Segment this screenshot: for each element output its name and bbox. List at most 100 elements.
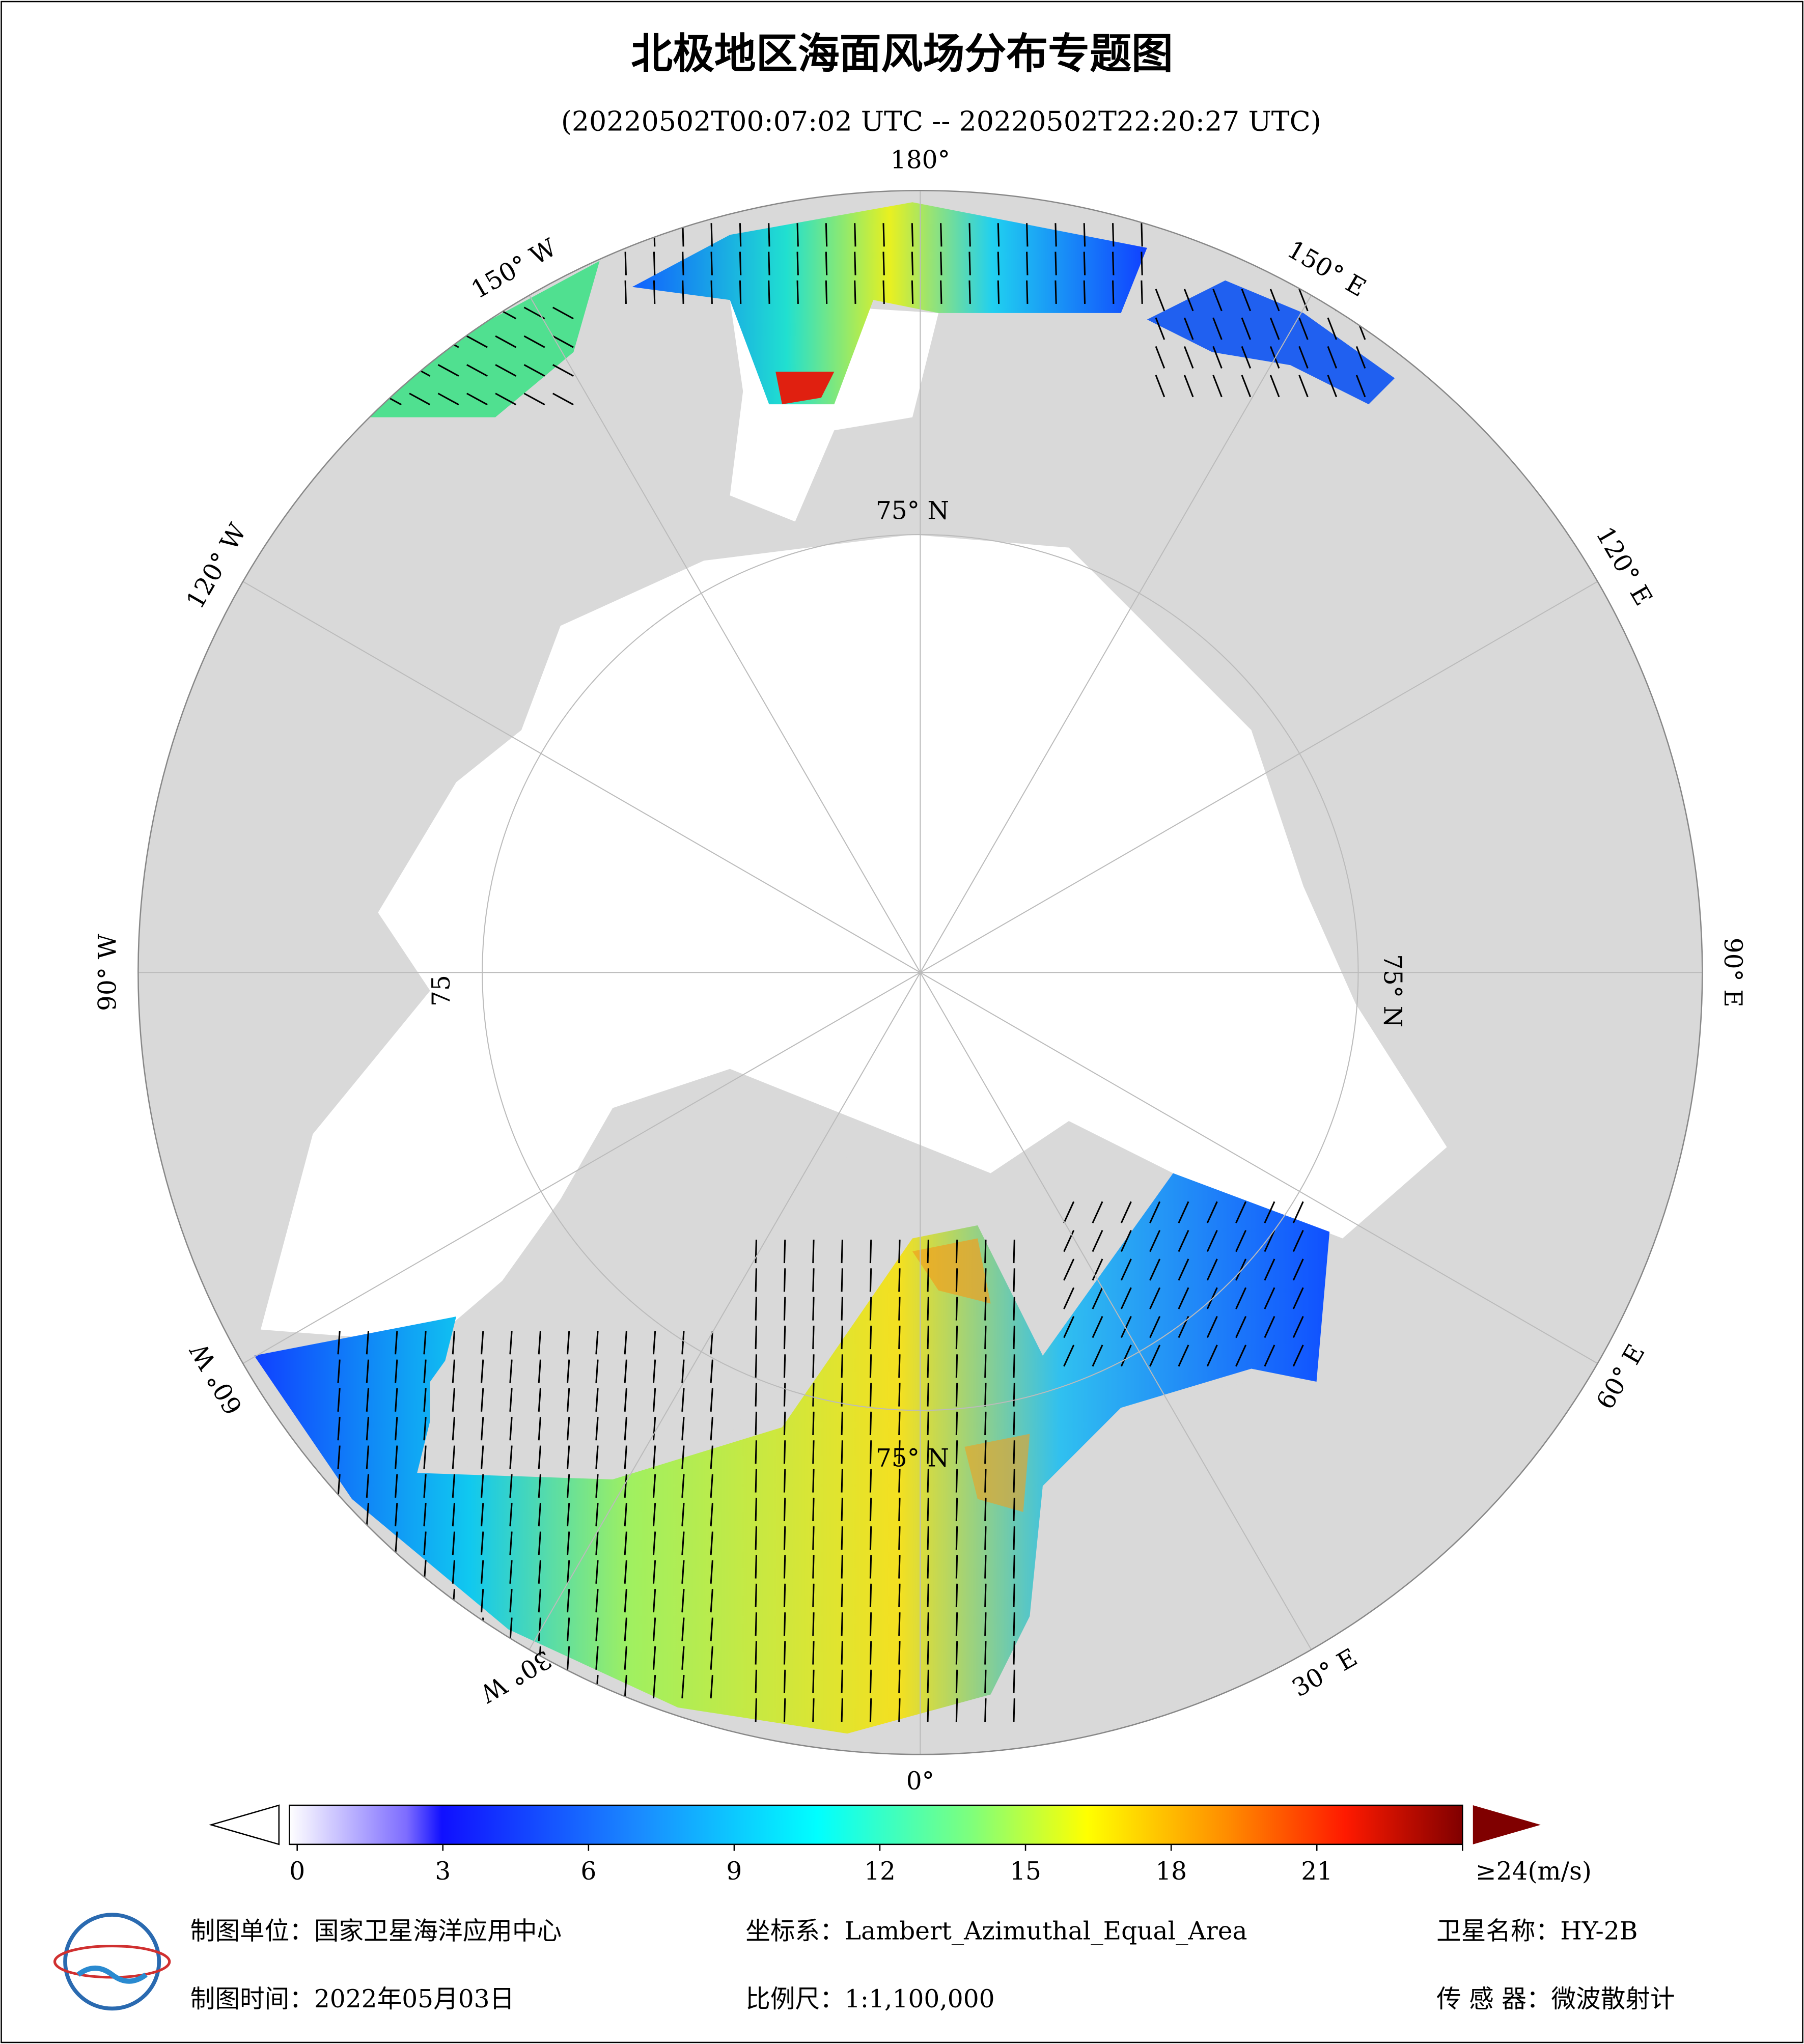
- wind-arrow: [624, 1445, 627, 1469]
- wind-arrow: [624, 1474, 627, 1498]
- wind-arrow: [681, 1388, 685, 1412]
- wind-arrow: [681, 1331, 685, 1355]
- wind-arrow: [595, 1474, 599, 1498]
- wind-arrow: [710, 1359, 713, 1383]
- wind-arrow: [595, 1359, 599, 1383]
- wind-arrow: [1264, 1201, 1275, 1223]
- wind-arrow: [710, 251, 713, 275]
- wind-arrow: [1155, 317, 1165, 340]
- wind-arrow: [869, 1612, 872, 1636]
- wind-arrow: [1026, 251, 1029, 275]
- footer-date: 制图时间：2022年05月03日: [190, 1985, 515, 2013]
- wind-arrow: [566, 1503, 570, 1527]
- wind-arrow: [812, 1612, 815, 1636]
- wind-arrow: [509, 1445, 513, 1469]
- wind-arrow: [710, 1560, 713, 1584]
- wind-arrow: [337, 1445, 341, 1469]
- wind-arrow: [869, 1383, 872, 1407]
- wind-arrow: [984, 1469, 987, 1493]
- graticule-line: [920, 972, 1312, 1650]
- wind-arrow: [681, 1445, 685, 1469]
- wind-arrow: [481, 1388, 484, 1412]
- wind-arrow: [595, 1331, 599, 1355]
- wind-arrow: [710, 1503, 713, 1527]
- wind-arrow: [423, 1331, 427, 1355]
- wind-arrow: [538, 1531, 541, 1555]
- wind-arrow: [783, 1583, 786, 1607]
- wind-arrow: [481, 1417, 484, 1441]
- graticule-line: [529, 972, 921, 1650]
- wind-arrow: [481, 1560, 484, 1584]
- wind-arrow: [955, 1641, 958, 1665]
- wind-arrow: [1155, 375, 1165, 398]
- wind-arrow: [984, 1583, 987, 1607]
- wind-arrow: [395, 1359, 398, 1383]
- wind-arrow: [812, 1354, 815, 1378]
- wind-arrow: [495, 335, 517, 348]
- wind-arrow: [955, 1526, 958, 1550]
- wind-arrow: [566, 1531, 570, 1555]
- wind-arrow: [710, 280, 713, 304]
- wind-arrow: [1327, 317, 1338, 340]
- wind-arrow: [337, 1417, 341, 1441]
- wind-arrow: [466, 393, 488, 406]
- graticule-line: [920, 295, 1312, 973]
- wind-arrow: [509, 1474, 513, 1498]
- footer-projection: 坐标系：Lambert_Azimuthal_Equal_Area: [745, 1917, 1247, 1946]
- wind-arrow: [783, 1698, 786, 1722]
- wind-arrow: [481, 1359, 484, 1383]
- wind-arrow: [783, 1239, 786, 1264]
- wind-arrow: [1269, 289, 1280, 312]
- wind-arrow: [595, 1589, 599, 1613]
- wind-arrow: [955, 1469, 958, 1493]
- wind-arrow: [595, 1646, 599, 1670]
- wind-arrow: [898, 1583, 901, 1607]
- wind-arrow: [409, 393, 431, 406]
- wind-arrow: [337, 1474, 341, 1498]
- wind-arrow: [710, 1474, 713, 1498]
- logo: [53, 1913, 171, 2011]
- wind-arrow: [538, 1445, 541, 1469]
- wind-arrow: [1212, 289, 1223, 312]
- wind-arrow: [652, 1531, 656, 1555]
- wind-arrow: [366, 1503, 370, 1527]
- wind-arrow: [984, 1297, 987, 1321]
- wind-arrow: [812, 1555, 815, 1579]
- wind-arrow: [1212, 346, 1223, 369]
- wind-arrow: [1178, 1201, 1189, 1223]
- wind-arrow: [681, 1617, 685, 1641]
- wind-arrow: [624, 1674, 627, 1699]
- wind-arrow: [812, 1497, 815, 1522]
- wind-arrow: [1241, 289, 1252, 312]
- wind-arrow: [337, 1359, 341, 1383]
- wind-arrow: [681, 1359, 685, 1383]
- wind-arrow: [681, 1417, 685, 1441]
- wind-arrow: [710, 1445, 713, 1469]
- wind-arrow: [898, 1354, 901, 1378]
- subtitle: (20220502T00:07:02 UTC -- 20220502T22:20…: [561, 105, 1321, 137]
- wind-arrow: [1327, 346, 1338, 369]
- footer-unit: 制图单位：国家卫星海洋应用中心: [190, 1917, 562, 1946]
- wind-arrow: [984, 1612, 987, 1636]
- wind-arrow: [1292, 1287, 1304, 1309]
- wind-arrow: [509, 1359, 513, 1383]
- wind-arrow: [869, 1268, 872, 1292]
- wind-arrow: [395, 1331, 398, 1355]
- wind-arrow: [1063, 1229, 1075, 1252]
- wind-arrow: [955, 1669, 958, 1693]
- wind-arrow: [552, 393, 574, 406]
- wind-arrow: [423, 1359, 427, 1383]
- wind-arrow: [481, 1503, 484, 1527]
- wind-arrow: [1112, 280, 1115, 304]
- colorbar-tick-label: 6: [580, 1857, 596, 1886]
- wind-arrow: [869, 1526, 872, 1550]
- wind-arrow: [624, 280, 627, 304]
- wind-arrow: [1112, 223, 1115, 247]
- wind-arrow: [495, 393, 517, 406]
- wind-arrow: [423, 1503, 427, 1527]
- wind-arrow: [869, 1497, 872, 1522]
- wind-arrow: [898, 1297, 901, 1321]
- wind-arrow: [1355, 375, 1366, 398]
- wind-arrow: [681, 1474, 685, 1498]
- wind-arrow: [1149, 1345, 1161, 1367]
